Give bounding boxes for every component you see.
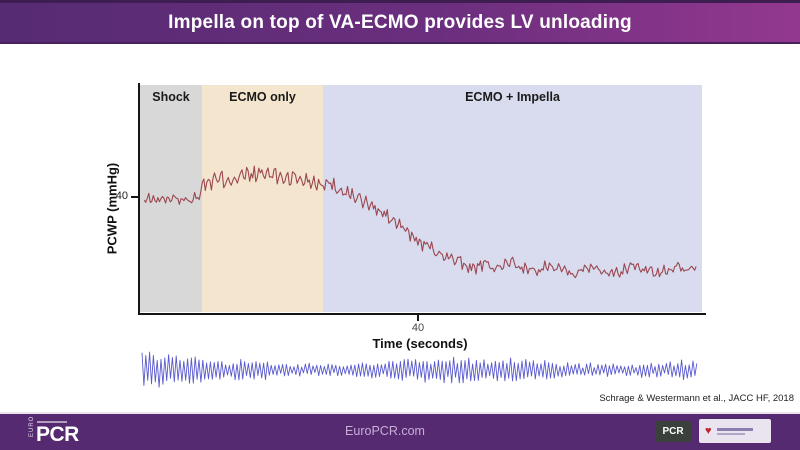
europcr-logo-vertical-text: EURO bbox=[29, 415, 35, 437]
y-axis-line bbox=[137, 83, 140, 315]
partner-logo-text-bars bbox=[716, 426, 753, 437]
y-tick-label: 40 bbox=[115, 190, 128, 202]
page-title: Impella on top of VA-ECMO provides LV un… bbox=[168, 11, 632, 33]
y-tick-mark bbox=[131, 196, 138, 198]
citation: Schrage & Westermann et al., JACC HF, 20… bbox=[599, 393, 794, 404]
y-axis-title: PCWP (mmHg) bbox=[104, 162, 120, 255]
region-shock bbox=[140, 85, 202, 312]
footer-url: EuroPCR.com bbox=[345, 424, 425, 438]
heart-icon: ♥ bbox=[705, 424, 712, 437]
x-axis-line bbox=[137, 312, 706, 315]
region-ecmo-impella bbox=[323, 85, 702, 312]
europcr-logo-text: PCR bbox=[36, 421, 79, 446]
pcr-course-logo: PCR bbox=[655, 421, 691, 442]
partner-logo: ♥ bbox=[699, 419, 771, 443]
label-ecmo-impella: ECMO + Impella bbox=[465, 90, 560, 104]
pulsatile-strip-trace bbox=[141, 351, 698, 388]
label-ecmo-only: ECMO only bbox=[229, 90, 296, 104]
x-axis-title: Time (seconds) bbox=[372, 336, 468, 351]
europcr-logo: EURO PCR bbox=[28, 415, 79, 446]
region-ecmo-only bbox=[202, 85, 323, 312]
x-tick-mark bbox=[417, 315, 419, 321]
label-shock: Shock bbox=[152, 90, 190, 104]
x-tick-label: 40 bbox=[411, 322, 425, 334]
title-bar: Impella on top of VA-ECMO provides LV un… bbox=[0, 0, 800, 44]
